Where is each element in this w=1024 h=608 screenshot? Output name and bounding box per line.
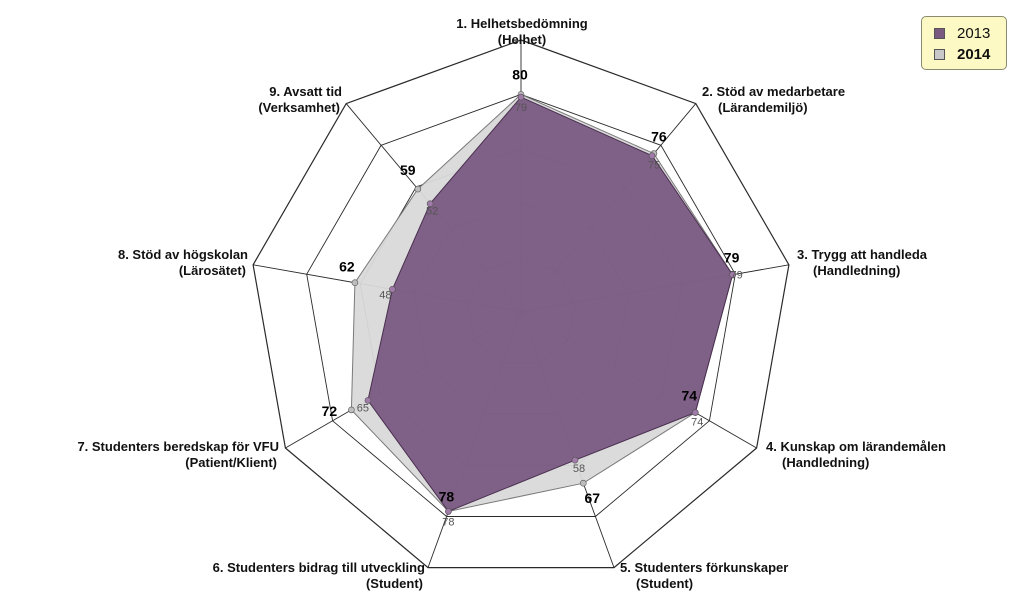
point-2013-8 [389,285,396,293]
point-2013-5 [571,456,579,464]
radar-data-points [348,91,736,515]
data-label-2013-2: 75 [648,160,660,172]
legend-label-2013: 2013 [957,25,991,42]
data-labels: 80 76 79 74 67 78 72 62 59 79 75 79 74 58 78 65 48 52 [322,66,743,528]
legend-label-2014: 2014 [957,46,991,63]
axis-label-7: 7. Studenters beredskap för VFU (Patient/… [77,439,279,470]
axis-label-5: 5. Studenters förkunskaper (Student) [620,560,788,591]
data-label-2013-7: 65 [357,402,369,414]
data-label-2014-4: 74 [682,388,698,404]
axis-label-8: 8. Stöd av högskolan (Lärosätet) [118,247,248,278]
point-2013-2 [648,152,656,159]
point-2014-8 [351,279,359,287]
point-2014-9 [414,185,422,193]
data-label-2013-3: 79 [730,270,742,282]
grid-ring-4 [306,93,736,517]
point-2013-6 [445,508,452,515]
data-label-2014-7: 72 [322,403,338,419]
axis-labels: 1. Helhetsbedömning (Helhet) 2. Stöd av me… [77,16,946,591]
axis-label-9: 9. Avsatt tid (Verksamhet) [258,84,342,115]
legend-swatch-2013 [934,28,945,39]
axis-label-6: 6. Studenters bidrag till utveckling (Stu… [213,560,425,591]
data-label-2014-2: 76 [651,129,667,145]
data-label-2013-4: 74 [691,417,703,429]
radar-series-areas [350,93,734,513]
data-label-2014-5: 67 [585,490,601,506]
series-area-2013 [367,96,734,513]
data-label-2014-8: 62 [339,259,355,275]
axis-label-1: 1. Helhetsbedömning (Helhet) [456,16,588,47]
legend-swatch-2014 [934,49,945,60]
legend-item-2014: 2014 [934,44,1006,65]
data-label-2014-6: 78 [439,488,455,504]
legend-item-2013: 2013 [934,23,1006,44]
axis-label-3: 3. Trygg att handleda (Handledning) [797,247,928,278]
data-label-2013-9: 52 [426,206,438,218]
data-label-2014-3: 79 [724,250,740,266]
data-label-2013-1: 79 [515,102,527,114]
axis-label-2: 2. Stöd av medarbetare (Lärandemiljö) [702,84,845,115]
grid-ring-5 [252,39,790,569]
data-label-2013-6: 78 [442,516,454,528]
data-label-2014-1: 80 [512,66,528,82]
data-label-2013-5: 58 [573,463,585,475]
point-2013-3 [729,271,736,279]
point-2013-9 [426,200,434,207]
data-label-2013-8: 48 [379,289,391,301]
point-2013-7 [364,397,372,404]
chart-legend: 2013 2014 [921,16,1007,70]
point-2014-7 [348,406,355,414]
axis-label-4: 4. Kunskap om lärandemålen (Handledning) [766,439,946,470]
point-2013-1 [517,93,525,101]
data-label-2014-9: 59 [400,162,416,178]
point-2014-5 [579,479,587,487]
point-2013-4 [691,409,699,416]
